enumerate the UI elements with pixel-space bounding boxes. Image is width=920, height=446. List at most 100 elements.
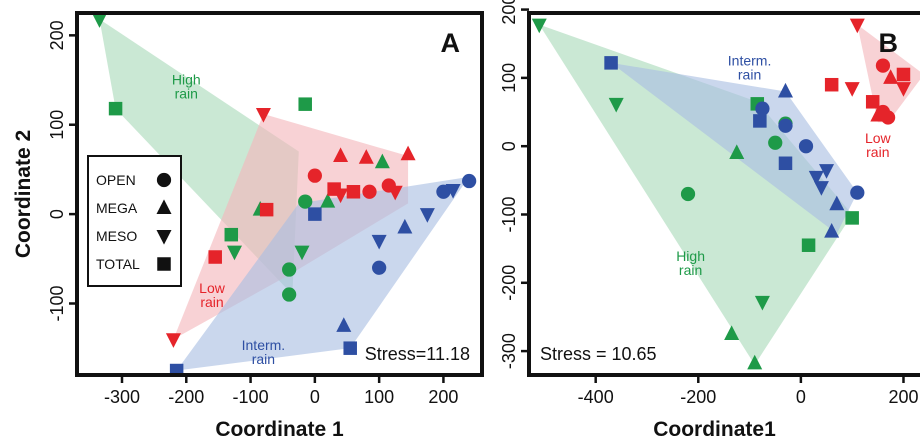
point-triangle-up <box>747 354 763 370</box>
y-tick-label: 200 <box>499 0 519 25</box>
y-tick-label: 0 <box>499 141 519 151</box>
point-triangle-up <box>724 325 740 341</box>
point-triangle-up <box>358 149 374 164</box>
group-label: Low rain <box>199 280 226 310</box>
point-triangle-up <box>400 145 416 161</box>
y-tick-label: -100 <box>499 196 519 232</box>
x-tick-label: -200 <box>168 387 204 407</box>
group-label: Interm. rain <box>242 337 286 367</box>
point-triangle-up <box>824 222 840 238</box>
x-tick-label: -300 <box>104 387 140 407</box>
point-square <box>208 250 222 264</box>
point-triangle-down <box>445 183 461 199</box>
x-tick-label: 200 <box>428 387 458 407</box>
point-square <box>343 341 357 355</box>
panel-label: B <box>879 28 899 58</box>
point-square <box>778 156 793 171</box>
point-triangle-down <box>844 82 860 97</box>
legend: OPEN MEGA MESO TOTAL <box>87 155 182 287</box>
legend-circle-icon <box>156 172 172 188</box>
y-tick-label: -200 <box>499 265 519 301</box>
point-circle <box>298 194 313 209</box>
x-tick-label: 0 <box>796 387 806 407</box>
y-tick-label: 0 <box>47 209 67 219</box>
point-triangle-down <box>165 333 181 348</box>
point-triangle-up <box>729 144 745 160</box>
point-triangle-down <box>849 18 865 34</box>
x-tick-label: -100 <box>233 387 269 407</box>
x-tick-label: 100 <box>364 387 394 407</box>
legend-label: TOTAL <box>96 256 140 272</box>
point-square <box>224 227 239 242</box>
point-circle <box>755 101 770 116</box>
point-triangle-down <box>819 164 835 179</box>
point-triangle-up <box>374 153 390 169</box>
group-label: Interm. rain <box>728 53 772 83</box>
panel-b: High rain Low rain Interm. rain -400 -200 0 200 -3… <box>499 0 920 441</box>
point-triangle-down <box>294 245 310 261</box>
point-square <box>108 101 123 116</box>
stress-label: Stress = 10.65 <box>540 344 657 364</box>
point-square <box>824 77 839 92</box>
point-triangle-up <box>829 195 845 211</box>
point-square <box>604 56 618 70</box>
point-square <box>845 211 859 225</box>
point-triangle-down <box>608 97 624 113</box>
point-square <box>259 202 274 217</box>
point-triangle-up <box>336 317 352 332</box>
plot-area: High rain Low rain Interm. rain <box>531 18 920 370</box>
point-square <box>308 207 322 221</box>
point-circle <box>680 186 696 202</box>
group-label: High rain <box>172 72 201 102</box>
x-axis-label: Coordinate1 <box>653 418 776 441</box>
point-square <box>753 114 767 128</box>
point-circle <box>880 110 896 125</box>
y-tick-label: -300 <box>499 333 519 369</box>
point-triangle-up <box>333 147 349 163</box>
x-tick-label: 200 <box>888 387 918 407</box>
point-triangle-down <box>92 13 107 28</box>
point-circle <box>850 185 865 200</box>
x-tick-label: 0 <box>310 387 320 407</box>
x-axis-label: Coordinate 1 <box>215 418 344 441</box>
y-tick-label: -100 <box>47 285 67 321</box>
legend-label: OPEN <box>96 172 136 188</box>
point-triangle-up <box>777 82 793 98</box>
point-square <box>865 95 880 109</box>
legend-triangle-down-icon <box>156 230 172 245</box>
point-triangle-down <box>531 18 547 34</box>
point-circle <box>307 168 322 183</box>
stress-label: Stress=11.18 <box>365 344 470 364</box>
point-circle <box>372 260 387 275</box>
y-tick-label: 100 <box>47 110 67 140</box>
x-tick-label: -400 <box>578 387 614 407</box>
plot-frame <box>75 11 484 377</box>
legend-label: MESO <box>96 228 137 244</box>
point-triangle-down <box>371 234 387 250</box>
group-label: Low rain <box>865 130 892 160</box>
point-circle <box>282 262 297 277</box>
point-circle <box>778 118 793 133</box>
point-square <box>801 238 816 252</box>
point-triangle-down <box>419 208 435 223</box>
point-triangle-down <box>808 170 824 186</box>
point-triangle-down <box>255 108 271 123</box>
group-label: High rain <box>676 248 705 278</box>
point-triangle-down <box>895 82 911 97</box>
point-circle <box>282 287 297 302</box>
point-triangle-up <box>320 192 336 208</box>
point-triangle-down <box>754 295 770 311</box>
point-triangle-down <box>333 188 349 204</box>
point-circle <box>875 58 891 73</box>
legend-square-icon <box>157 257 171 271</box>
point-square <box>896 67 911 82</box>
point-triangle-down <box>813 181 829 196</box>
panel-label: A <box>441 28 461 58</box>
point-circle <box>798 139 814 154</box>
legend-label: MEGA <box>96 200 138 216</box>
point-circle <box>436 184 451 199</box>
point-circle <box>362 184 377 199</box>
y-tick-label: 100 <box>499 63 519 93</box>
point-square <box>346 185 361 199</box>
